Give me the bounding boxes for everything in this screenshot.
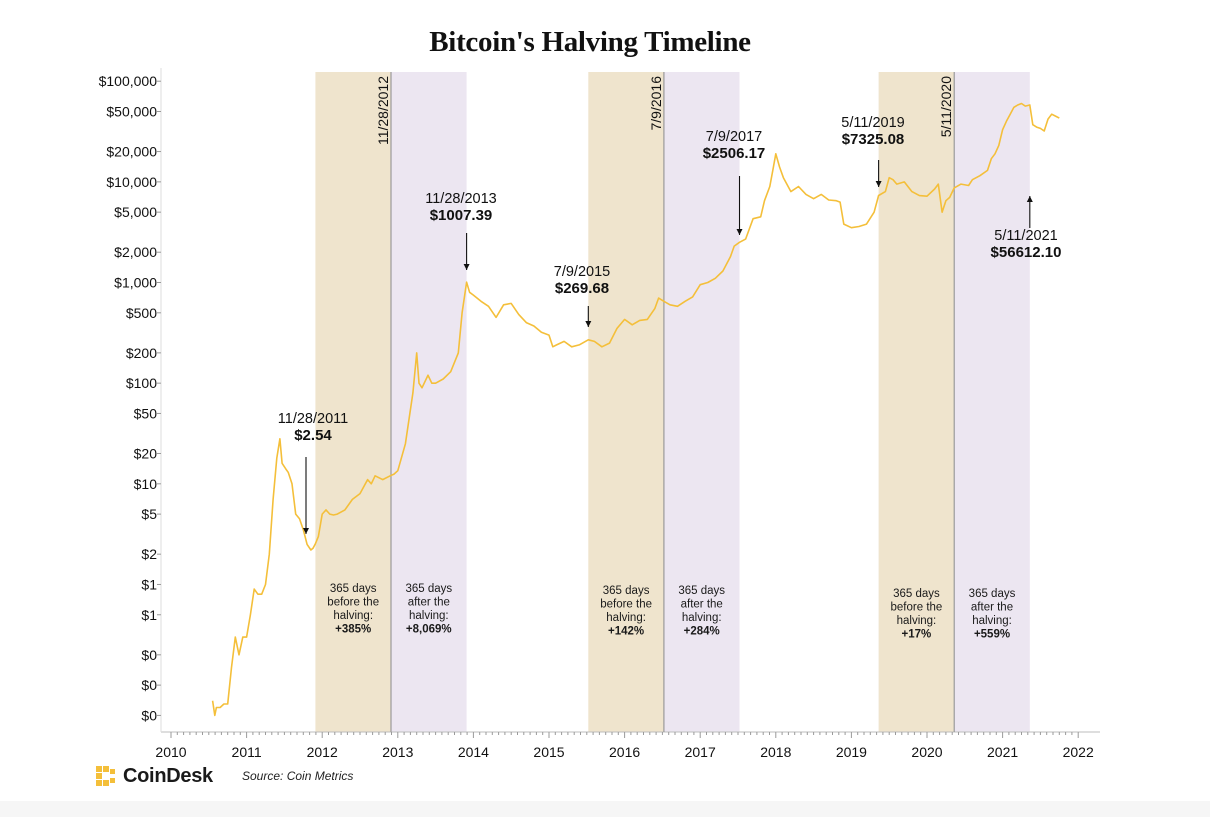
halving-band-before	[588, 72, 664, 732]
coindesk-logo-text: CoinDesk	[123, 764, 213, 787]
x-tick-label: 2015	[533, 744, 564, 760]
x-tick-label: 2012	[307, 744, 338, 760]
halving-band-after	[663, 72, 740, 732]
band-percent: +559%	[974, 629, 1010, 641]
band-text: 365 days	[678, 585, 725, 597]
band-text: before the	[327, 597, 379, 609]
annotation-arrowhead	[303, 528, 309, 534]
coindesk-logo[interactable]: CoinDesk	[95, 763, 213, 789]
price-line	[211, 102, 1060, 717]
y-tick-label: $0	[141, 647, 157, 663]
x-tick-label: 2017	[685, 744, 716, 760]
x-tick-label: 2021	[987, 744, 1018, 760]
x-tick-label: 2020	[911, 744, 942, 760]
x-tick-label: 2022	[1063, 744, 1094, 760]
band-text: halving:	[409, 610, 449, 622]
y-tick-label: $10	[134, 476, 158, 492]
annotation-date: 7/9/2015	[554, 264, 610, 280]
band-text: halving:	[606, 612, 646, 624]
halving-date-label: 11/28/2012	[375, 76, 391, 145]
halving-band-before	[878, 72, 955, 732]
annotation-price: $269.68	[555, 280, 609, 297]
y-tick-label: $1	[141, 576, 157, 592]
band-percent: +385%	[335, 624, 371, 636]
band-text: before the	[600, 599, 652, 611]
halving-band-before	[315, 72, 391, 732]
y-tick-label: $200	[126, 345, 157, 361]
axes: 2010 2011 2012 2013 2014 2015 2016 2017 2018 2019…	[99, 68, 1100, 760]
annotation-date: 5/11/2019	[841, 115, 904, 131]
y-tick-label: $1	[141, 607, 157, 623]
y-tick-label: $50,000	[106, 103, 157, 119]
annotation-arrowhead	[463, 264, 470, 270]
coindesk-logo-icon	[96, 766, 115, 786]
band-text: 365 days	[969, 588, 1016, 600]
y-tick-label: $20,000	[106, 144, 157, 160]
x-tick-label: 2010	[155, 744, 186, 760]
y-tick-label: $0	[141, 677, 157, 693]
y-tick-label: $2,000	[114, 244, 157, 260]
annotation-arrowhead	[736, 229, 743, 235]
y-tick-label: $100,000	[99, 73, 158, 89]
band-text: halving:	[897, 615, 937, 627]
band-percent: +142%	[608, 626, 644, 638]
x-tick-label: 2011	[232, 744, 262, 760]
band-text: after the	[971, 602, 1013, 614]
halving-lines: 11/28/2012 7/9/2016 5/11/2020	[375, 72, 955, 732]
band-percent: +284%	[684, 626, 720, 638]
annotation-date: 11/28/2011	[278, 411, 348, 427]
price-series	[211, 102, 1060, 717]
source-note: Source: Coin Metrics	[242, 769, 354, 783]
annotation-arrowhead	[585, 321, 592, 327]
y-tick-label: $500	[126, 305, 157, 321]
annotations: 11/28/2011$2.54 11/28/2013$1007.39 7/9/201…	[278, 115, 1062, 534]
y-tick-label: $100	[126, 375, 157, 391]
band-text: 365 days	[330, 583, 377, 595]
annotation-arrowhead	[1026, 196, 1033, 202]
band-text: 365 days	[405, 583, 452, 595]
x-tick-label: 2018	[760, 744, 791, 760]
y-tick-label: $5,000	[114, 204, 157, 220]
band-percent: +17%	[902, 629, 932, 641]
chart-title: Bitcoin's Halving Timeline	[429, 26, 751, 58]
halving-band-after	[954, 72, 1030, 732]
annotation-arrowhead	[875, 181, 882, 187]
annotation-price: $2.54	[294, 427, 332, 444]
halving-date-label: 7/9/2016	[648, 76, 664, 131]
halving-band-after	[390, 72, 467, 732]
band-text: after the	[681, 599, 723, 611]
band-percent: +8,069%	[406, 624, 452, 636]
annotation-price: $1007.39	[430, 207, 493, 224]
band-text: halving:	[682, 612, 722, 624]
annotation-date: 7/9/2017	[706, 129, 762, 145]
annotation-price: $56612.10	[991, 244, 1062, 261]
y-tick-label: $1,000	[114, 275, 157, 291]
y-tick-label: $0	[141, 707, 157, 723]
band-text: 365 days	[603, 585, 650, 597]
annotation-date: 11/28/2013	[425, 191, 497, 207]
x-tick-label: 2019	[836, 744, 867, 760]
halving-date-label: 5/11/2020	[938, 76, 954, 137]
y-tick-label: $20	[134, 446, 158, 462]
annotation-date: 5/11/2021	[994, 228, 1057, 244]
x-tick-label: 2014	[458, 744, 489, 760]
annotation-price: $2506.17	[703, 145, 766, 162]
band-text: before the	[891, 602, 943, 614]
y-tick-label: $5	[141, 506, 157, 522]
band-text: 365 days	[893, 588, 940, 600]
bottom-bar	[0, 801, 1210, 817]
annotation-price: $7325.08	[842, 131, 905, 148]
band-text: halving:	[972, 615, 1012, 627]
band-text: halving:	[333, 610, 373, 622]
y-tick-label: $10,000	[106, 174, 157, 190]
y-tick-label: $2	[141, 546, 157, 562]
x-tick-label: 2013	[382, 744, 413, 760]
band-text: after the	[408, 597, 450, 609]
x-tick-label: 2016	[609, 744, 640, 760]
y-tick-label: $50	[134, 405, 158, 421]
